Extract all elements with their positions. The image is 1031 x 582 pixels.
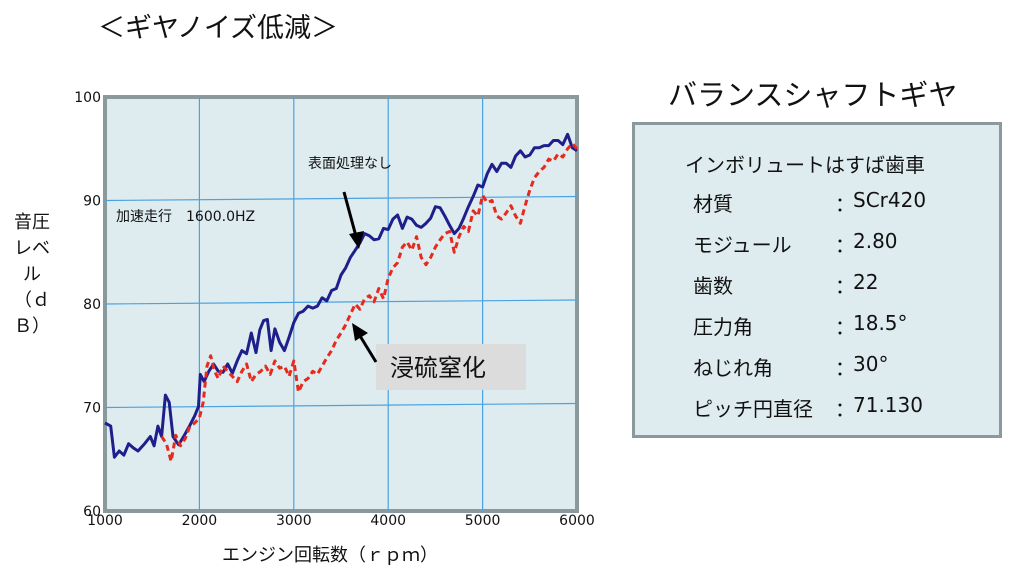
spec-colon: ：	[835, 356, 855, 380]
y-tick-label: 60	[83, 504, 101, 520]
spec-label: ねじれ角	[693, 356, 773, 380]
spec-colon: ：	[835, 274, 855, 298]
series-layer	[104, 132, 579, 463]
x-tick-label: 5000	[465, 513, 501, 529]
spec-label: 材質	[693, 192, 733, 216]
annotation-nitride: 浸硫窒化	[390, 354, 486, 382]
y-axis-label: 音圧レベル（ｄＢ）	[14, 212, 50, 337]
y-tick-label: 80	[83, 297, 101, 313]
annotation-untreated: 表面処理なし	[308, 156, 392, 172]
spec-colon: ：	[835, 192, 855, 216]
arrow-nitride-icon	[352, 323, 378, 363]
spec-heading: インボリュートはすば歯車	[685, 153, 925, 177]
grid-line-y	[104, 299, 578, 305]
spec-title: バランスシャフトギヤ	[668, 78, 958, 112]
spec-value: 2.80	[853, 229, 898, 253]
spec-colon: ：	[835, 315, 855, 339]
spec-value: 30°	[853, 352, 889, 376]
x-tick-label: 1000	[87, 513, 123, 529]
x-tick-label: 3000	[276, 513, 312, 529]
y-tick-label: 90	[83, 194, 101, 210]
grid-line-y	[104, 402, 578, 409]
annotation-nitride-box	[376, 344, 526, 390]
condition-label: 加速走行 1600.0HZ	[116, 209, 255, 225]
spec-label: モジュール	[693, 233, 792, 257]
spec-colon: ：	[835, 397, 855, 421]
spec-panel: インボリュートはすば歯車 材質 ： SCr420 モジュール ： 2.80 歯数…	[632, 122, 1002, 438]
x-axis-label: エンジン回転数（ｒｐｍ）	[222, 545, 438, 566]
spec-colon: ：	[835, 233, 855, 257]
spec-value: SCr420	[853, 188, 927, 212]
series-line-nitride	[160, 142, 579, 463]
x-tick-label: 6000	[559, 513, 595, 529]
y-tick-label: 100	[74, 90, 101, 106]
spec-label: 圧力角	[693, 315, 753, 339]
y-tick-label: 70	[83, 401, 101, 417]
grid-line-y	[104, 195, 578, 202]
page-title: ＜ギヤノイズ低減＞	[98, 13, 339, 44]
x-tick-label: 4000	[370, 513, 406, 529]
arrow-untreated-icon	[342, 191, 364, 249]
spec-value: 18.5°	[853, 311, 908, 335]
spec-value: 22	[853, 270, 879, 294]
spec-label: ピッチ円直径	[693, 397, 813, 421]
spec-label: 歯数	[693, 274, 733, 298]
grid-lines	[104, 97, 578, 511]
tick-labels: 1000 2000 3000 4000 5000 6000 60 70 80 90 100	[74, 90, 595, 529]
series-line-untreated	[104, 132, 578, 459]
spec-value: 71.130	[853, 393, 923, 417]
x-tick-label: 2000	[182, 513, 218, 529]
